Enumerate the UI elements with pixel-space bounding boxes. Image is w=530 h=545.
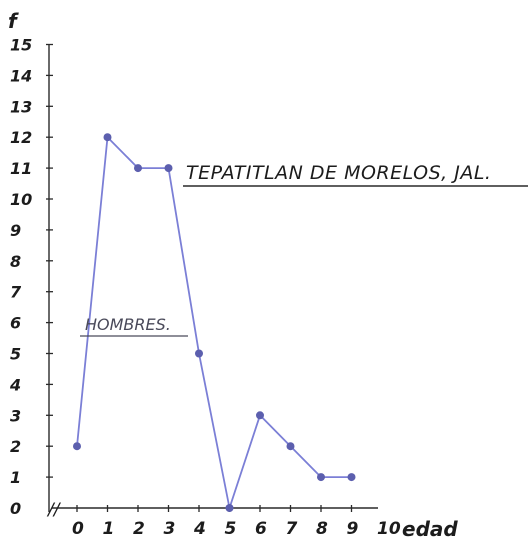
x-tick-label: 10 bbox=[377, 519, 401, 539]
x-tick-label: 8 bbox=[316, 519, 328, 539]
data-point bbox=[225, 504, 234, 512]
data-point bbox=[134, 164, 142, 173]
y-tick-label: 6 bbox=[10, 314, 21, 333]
x-tick-label: 3 bbox=[164, 519, 176, 539]
chart-title: TEPATITLAN DE MORELOS, JAL. bbox=[186, 162, 491, 184]
series-label: HOMBRES. bbox=[85, 315, 171, 334]
x-tick-label: 1 bbox=[103, 519, 115, 539]
y-tick-label: 9 bbox=[10, 221, 21, 240]
y-tick-label: 12 bbox=[10, 128, 32, 147]
data-point bbox=[195, 349, 203, 358]
x-tick-label: 0 bbox=[72, 519, 84, 539]
y-tick-label: 11 bbox=[10, 159, 32, 178]
series-line bbox=[76, 136, 352, 509]
y-tick-label: 0 bbox=[10, 499, 21, 518]
y-tick-label: 2 bbox=[10, 437, 21, 456]
y-axis-label: f bbox=[8, 9, 19, 33]
data-point bbox=[73, 442, 81, 451]
x-axis-ticks: 0 1 2 3 4 5 6 7 8 9 10 bbox=[72, 505, 401, 539]
x-tick-label: 9 bbox=[347, 519, 359, 539]
axes bbox=[48, 44, 378, 512]
x-axis-break-mark: // bbox=[46, 500, 62, 520]
y-tick-label: 10 bbox=[10, 190, 32, 209]
x-tick-label: 6 bbox=[255, 519, 267, 539]
data-point bbox=[164, 164, 173, 173]
y-tick-label: 5 bbox=[10, 345, 21, 364]
data-point bbox=[317, 473, 325, 482]
y-tick-label: 14 bbox=[10, 66, 32, 85]
y-tick-label: 13 bbox=[10, 97, 32, 116]
plot-area bbox=[73, 133, 356, 512]
x-tick-label: 2 bbox=[133, 519, 145, 539]
x-tick-label: 4 bbox=[193, 519, 206, 539]
x-axis-label: edad bbox=[402, 517, 458, 541]
data-point bbox=[347, 473, 356, 482]
data-point bbox=[286, 442, 295, 451]
data-point bbox=[103, 133, 112, 142]
y-tick-label: 3 bbox=[10, 406, 21, 425]
y-tick-label: 4 bbox=[9, 375, 21, 394]
y-tick-label: 8 bbox=[10, 252, 21, 271]
data-point bbox=[256, 411, 264, 420]
y-tick-label: 7 bbox=[10, 283, 22, 302]
y-tick-label: 15 bbox=[10, 36, 32, 55]
x-tick-label: 7 bbox=[286, 519, 298, 539]
x-tick-label: 5 bbox=[225, 519, 237, 539]
y-tick-label: 1 bbox=[10, 468, 21, 487]
